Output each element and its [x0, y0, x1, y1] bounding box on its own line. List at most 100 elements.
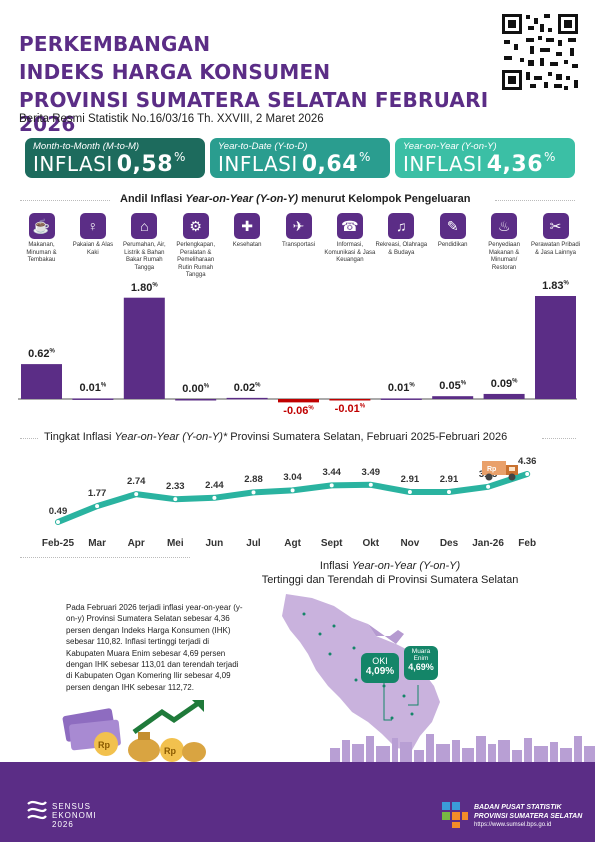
map-title: Inflasi Year-on-Year (Y-on-Y) [319, 560, 461, 572]
bar-value-label: -0.01% [334, 402, 366, 415]
line-point [290, 488, 295, 493]
category-label: Pakaian & Alas Kaki [72, 242, 114, 256]
month-label: Des [439, 538, 459, 549]
line-value-label: 1.77 [87, 488, 107, 500]
line-value-label: 2.33 [166, 481, 185, 493]
truck-icon: Rp [482, 461, 518, 481]
card-ytd-word: INFLASI [218, 152, 298, 176]
category-label: Perlengkapan, Peralatan & Pemeliharaan R… [176, 242, 216, 278]
line-value-label: 3.49 [361, 466, 381, 478]
card-yoy-unit: % [544, 150, 556, 164]
bps-logo-icon [442, 802, 468, 828]
month-label: Agt [284, 538, 301, 549]
title-line-3: PROVINSI SUMATERA SELATAN FEBRUARI 2026 [19, 88, 489, 136]
month-label: Feb-25 [41, 538, 75, 549]
house-icon: ⌂ [131, 213, 158, 239]
category-label: Transportasi [281, 242, 316, 248]
svg-text:Rp: Rp [164, 746, 176, 756]
bar [72, 398, 114, 400]
line-value-label: 2.91 [439, 473, 459, 485]
category-label: Penyediaan Makanan & Minuman/ Restoran [488, 242, 520, 271]
line-point [251, 490, 256, 495]
line-point [56, 520, 60, 524]
andil-bar-chart [18, 296, 577, 403]
education-icon: ✎ [439, 213, 466, 239]
line-point [368, 482, 373, 487]
month-label: Apr [127, 538, 145, 549]
enim-value: 4,69% [408, 662, 434, 672]
release-subline: Berita Resmi Statistik No.16/03/16 Th. X… [19, 113, 324, 125]
month-label: Jan-26 [472, 538, 504, 549]
line-value-label: 3.44 [322, 467, 341, 479]
map-subtitle: Tertinggi dan Terendah di Provinsi Sumat… [261, 574, 519, 586]
card-ytd-value: 0,64 [301, 152, 359, 177]
bps-url[interactable]: https://www.sumsel.bps.go.id [474, 822, 552, 828]
divider [20, 200, 110, 201]
bar-value-label: 0.09% [490, 377, 518, 390]
qr-code-icon[interactable] [500, 12, 580, 92]
divider [542, 438, 576, 439]
bar-value-label: 0.05% [439, 380, 467, 393]
tingkat-line-chart [55, 471, 531, 525]
bar [535, 296, 576, 399]
divider [495, 200, 575, 201]
line-value-label: 0.49 [48, 506, 68, 517]
bar-value-label: 0.02% [233, 381, 261, 394]
enim-callout: Muara Enim 4,69% [404, 646, 438, 680]
card-ytd-label: Year-to-Date (Y-to-D) [218, 141, 308, 152]
appliance-icon: ⚙ [182, 213, 209, 239]
oki-value: 4,09% [365, 666, 395, 677]
card-mtm: Month-to-Month (M-to-M) INFLASI 0,58% [25, 138, 205, 178]
enim-name-1: Muara [411, 648, 431, 655]
bar-value-label: 0.00% [182, 383, 210, 395]
line-value-label: 4.36 [517, 456, 537, 467]
line-point [525, 472, 530, 476]
month-label: Nov [400, 538, 420, 549]
line-point [173, 497, 178, 502]
svg-text:Rp: Rp [98, 740, 110, 750]
svg-text:Rp: Rp [487, 466, 496, 473]
line-point [447, 489, 451, 494]
category-label: Perawatan Pribadi & Jasa Lainnya [530, 242, 581, 256]
bar-value-label: 1.80% [130, 281, 158, 294]
category-label: Rekreasi, Olahraga & Budaya [375, 242, 428, 256]
skyline-decoration [330, 734, 595, 762]
sensus-logo-icon [27, 800, 47, 820]
card-mtm-label: Month-to-Month (M-to-M) [33, 141, 140, 152]
money-illustration-icon: Rp Rp [62, 699, 206, 762]
bar-value-label: -0.06% [283, 405, 314, 418]
category-label: Pendidikan [437, 242, 468, 248]
card-ytd-unit: % [359, 150, 371, 164]
clothing-icon: ♀ [79, 213, 106, 239]
card-yoy-value: 4,36 [486, 152, 544, 177]
category-label: Informasi, Komunikasi & Jasa Keuangan [324, 242, 376, 263]
bar [329, 399, 371, 401]
card-ytd: Year-to-Date (Y-to-D) INFLASI 0,64% [210, 138, 390, 178]
bar-value-label: 0.01% [387, 382, 415, 395]
oki-name: OKI [372, 656, 388, 666]
bar [123, 297, 165, 399]
month-label: Sept [320, 538, 343, 549]
line-point [407, 489, 412, 494]
bar [380, 398, 422, 400]
bar [21, 364, 62, 399]
bar [432, 396, 474, 399]
card-mtm-word: INFLASI [33, 152, 113, 176]
month-label: Mei [166, 538, 184, 549]
oki-callout: OKI 4,09% [361, 653, 399, 683]
line-value-label: 2.74 [126, 476, 146, 488]
month-label: Feb [518, 538, 537, 549]
line-point [486, 484, 491, 489]
bar-value-label: 1.83% [542, 280, 569, 292]
title-line-1: PERKEMBANGAN [19, 32, 211, 56]
bar-value-label: 0.62% [28, 348, 55, 361]
sensus-label: SENSUS EKONOMI 2026 [52, 802, 97, 829]
plane-icon: ✈ [285, 213, 312, 239]
summary-paragraph: Pada Februari 2026 terjadi inflasi year-… [66, 603, 243, 692]
line-value-label: 2.44 [205, 479, 224, 491]
divider [20, 438, 38, 439]
bar [278, 399, 319, 403]
bps-name: BADAN PUSAT STATISTIK PROVINSI SUMATERA … [474, 804, 583, 820]
line-value-label: 3.04 [283, 472, 302, 484]
footer-bar [0, 762, 595, 842]
